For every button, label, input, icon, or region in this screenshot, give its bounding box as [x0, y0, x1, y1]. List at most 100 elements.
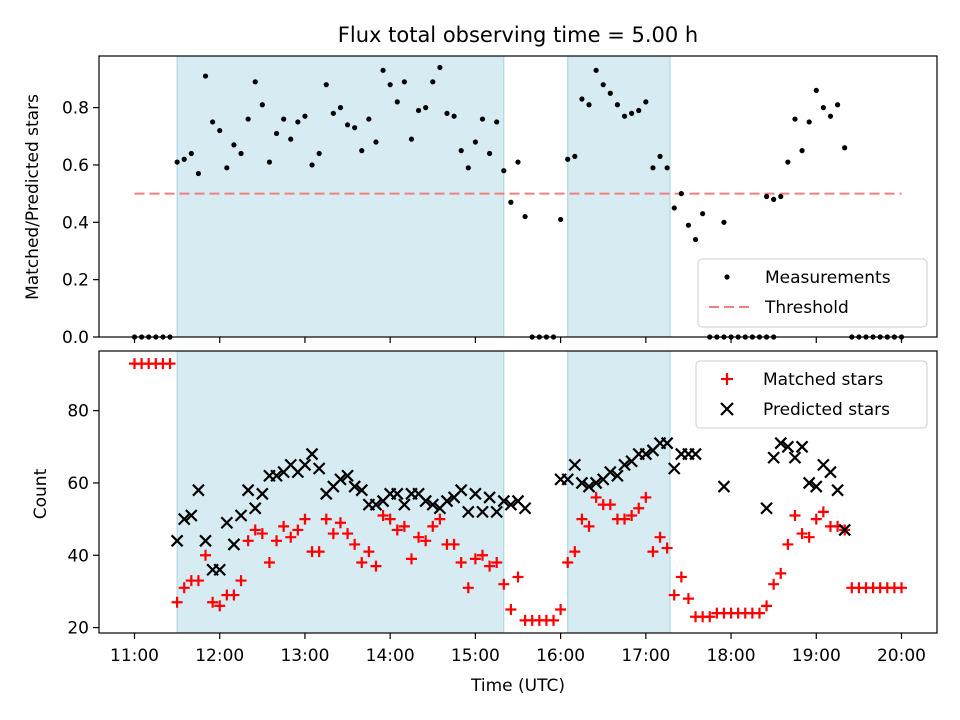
- bottom-legend: Matched stars Predicted stars: [695, 360, 928, 429]
- measurement-point: [337, 105, 344, 111]
- matched-star-marker: [590, 491, 602, 503]
- bottom-y-ticks: 20 40 60 80: [67, 402, 99, 639]
- measurement-point: [401, 79, 407, 85]
- matched-stars-points: [129, 358, 907, 626]
- predicted-star-marker: [469, 487, 482, 501]
- x-axis-label: Time (UTC): [470, 676, 565, 696]
- measurement-point: [721, 219, 727, 225]
- predicted-star-marker: [838, 523, 851, 537]
- matched-star-marker: [548, 614, 560, 626]
- x-tick-label: 11:00: [110, 646, 159, 666]
- predicted-star-marker: [809, 480, 823, 493]
- predicted-star-marker: [390, 487, 404, 501]
- matched-star-marker: [200, 549, 212, 561]
- matched-star-marker: [228, 589, 240, 601]
- matched-star-marker: [363, 546, 375, 558]
- predicted-star-marker: [831, 483, 844, 497]
- measurement-point: [188, 150, 194, 157]
- predicted-star-marker: [476, 505, 489, 519]
- matched-star-marker: [327, 528, 339, 540]
- measurement-point: [664, 165, 670, 171]
- measurement-point: [678, 191, 684, 197]
- measurement-point: [799, 148, 805, 154]
- predicted-star-marker: [781, 440, 795, 454]
- measurement-point: [785, 159, 791, 165]
- measurement-point: [820, 105, 826, 111]
- matched-star-marker: [370, 560, 382, 572]
- measurement-point: [614, 102, 621, 108]
- bottom-axes-frame: [98, 350, 938, 634]
- matched-star-marker: [810, 513, 822, 525]
- matched-star-marker: [171, 596, 183, 608]
- predicted-star-marker: [185, 509, 198, 522]
- measurement-point: [806, 119, 812, 125]
- matched-star-marker: [405, 553, 417, 565]
- legend-measurements-marker: [724, 274, 730, 280]
- top-legend: Measurements Threshold: [697, 258, 928, 328]
- matched-star-marker: [192, 575, 204, 587]
- predicted-star-marker: [227, 538, 241, 551]
- legend-predicted-label: Predicted stars: [763, 400, 890, 420]
- matched-star-marker: [619, 513, 631, 525]
- matched-star-marker: [604, 499, 616, 511]
- matched-star-marker: [313, 546, 325, 558]
- matched-star-marker: [895, 582, 907, 594]
- predicted-star-marker: [177, 512, 191, 526]
- measurement-point: [621, 113, 628, 119]
- measurement-point: [494, 119, 500, 125]
- measurement-point: [288, 136, 294, 142]
- matched-star-marker: [476, 549, 488, 561]
- predicted-star-marker: [568, 458, 582, 472]
- predicted-star-marker: [369, 498, 383, 511]
- x-tick-label: 12:00: [195, 646, 244, 666]
- predicted-star-marker: [497, 494, 511, 508]
- matched-star-marker: [569, 546, 581, 558]
- matched-star-marker: [789, 510, 801, 521]
- top-shaded-spans: [176, 55, 671, 338]
- measurement-point: [217, 127, 223, 134]
- predicted-star-marker: [611, 469, 624, 483]
- x-tick-label: 15:00: [451, 646, 500, 666]
- x-tick-label: 20:00: [877, 646, 926, 666]
- measurement-point: [238, 150, 244, 157]
- matched-star-marker: [285, 531, 297, 543]
- matched-star-marker: [498, 578, 510, 590]
- predicted-star-marker: [824, 465, 837, 479]
- matched-star-marker: [391, 524, 403, 536]
- measurement-point: [792, 116, 798, 122]
- measurement-point: [430, 79, 436, 85]
- matched-star-marker: [704, 611, 716, 623]
- matched-star-marker: [334, 517, 346, 529]
- matched-star-marker: [661, 542, 673, 554]
- top-x-ticks: [133, 337, 903, 343]
- legend-threshold-label: Threshold: [764, 298, 849, 318]
- matched-star-marker: [278, 520, 290, 532]
- measurement-point: [629, 110, 635, 116]
- measurement-point: [700, 211, 706, 217]
- predicted-star-marker: [192, 483, 205, 497]
- measurement-point: [231, 142, 237, 148]
- matched-star-marker: [491, 557, 503, 568]
- matched-star-marker: [640, 491, 652, 503]
- matched-star-marker: [583, 520, 595, 532]
- matched-star-marker: [469, 553, 481, 565]
- predicted-star-marker: [419, 494, 432, 508]
- measurement-point: [252, 79, 258, 85]
- matched-star-marker: [413, 531, 425, 543]
- x-tick-label: 16:00: [536, 646, 585, 666]
- measurement-point: [408, 136, 415, 142]
- measurement-point: [174, 159, 180, 165]
- bottom-y-axis-label: Count: [31, 468, 51, 519]
- measurement-point: [579, 96, 585, 102]
- legend-matched-label: Matched stars: [763, 370, 883, 390]
- measurement-point: [359, 148, 365, 154]
- matched-star-marker: [349, 538, 361, 550]
- predicted-star-marker: [689, 447, 702, 461]
- measurement-point: [479, 116, 486, 122]
- predicted-star-marker: [604, 465, 617, 479]
- top-axes-frame: [98, 55, 938, 338]
- matched-star-marker: [384, 513, 396, 525]
- measurement-point: [657, 153, 663, 159]
- measurement-point: [763, 193, 770, 200]
- matched-star-marker: [292, 524, 304, 536]
